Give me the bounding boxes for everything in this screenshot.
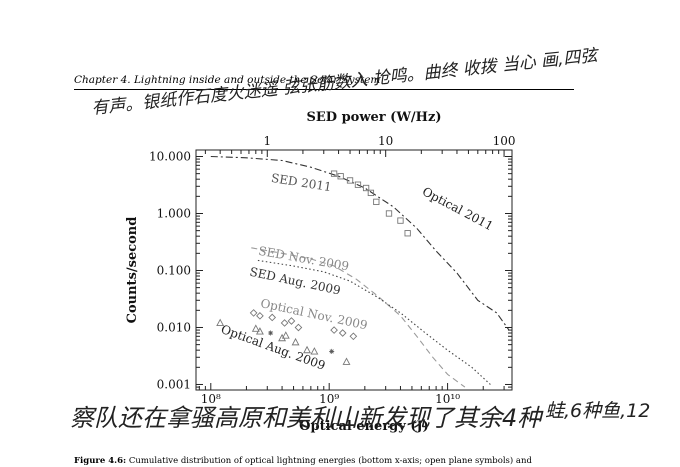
handwriting-line-3: 蛙,6种鱼,12 (545, 400, 651, 422)
header-rule (74, 89, 574, 90)
chapter-number: Chapter 4. (74, 74, 131, 86)
y-tick-label: 0.100 (157, 263, 191, 277)
series-line-sed-aug-2009 (257, 259, 491, 385)
series-label-optical-nov-2009: Optical Nov. 2009 (259, 296, 368, 332)
series-label-sed-2011: SED 2011 (270, 171, 332, 194)
data-point-optical-2011 (397, 217, 404, 224)
data-point-optical-nov-2009 (256, 312, 264, 320)
series-label-optical-2011: Optical 2011 (420, 184, 496, 233)
data-point-extra (329, 348, 335, 354)
data-point-optical-nov-2009 (338, 329, 347, 337)
x-bottom-tick-label: 10⁸ (201, 392, 221, 406)
x-bottom-tick-label: 10⁹ (319, 392, 339, 406)
data-point-optical-aug-2009 (251, 324, 260, 332)
data-point-optical-2011 (346, 177, 354, 184)
data-point-optical-nov-2009 (249, 309, 258, 317)
x-bottom-axis-title: Optical energy (J) (299, 419, 429, 434)
x-top-tick-label: 100 (493, 134, 516, 148)
plot-frame (195, 149, 513, 391)
series-label-optical-aug-2009: Optical Aug. 2009 (219, 322, 327, 373)
figure-caption: Figure 4.6: Cumulative distribution of o… (74, 456, 532, 466)
data-point-optical-nov-2009 (268, 313, 277, 322)
data-point-extra (268, 330, 274, 336)
data-point-optical-aug-2009 (291, 337, 300, 346)
data-point-optical-aug-2009 (310, 347, 319, 355)
data-point-optical-2011 (367, 189, 375, 197)
x-top-axis-title: SED power (W/Hz) (306, 110, 441, 125)
data-point-optical-2011 (404, 230, 411, 237)
data-point-optical-2011 (385, 210, 393, 217)
data-point-optical-nov-2009 (294, 323, 303, 332)
data-point-optical-aug-2009 (255, 327, 264, 335)
series-line-sed-2011 (210, 155, 510, 331)
data-point-optical-nov-2009 (287, 317, 296, 325)
x-bottom-tick-label: 10¹⁰ (435, 392, 460, 406)
data-point-optical-2011 (354, 181, 362, 188)
y-tick-label: 1.000 (157, 206, 191, 220)
y-axis-title: Counts/second (125, 217, 140, 324)
data-point-optical-2011 (362, 184, 370, 192)
data-point-optical-2011 (373, 198, 380, 206)
chapter-title: Lightning inside and outside the Solar S… (133, 74, 381, 86)
data-point-optical-2011 (330, 170, 338, 177)
data-point-optical-aug-2009 (278, 333, 287, 342)
handwriting-line-2: 察队还在拿骚高原和美利山新发现了其余4种 (70, 404, 542, 432)
data-point-optical-aug-2009 (303, 345, 311, 354)
x-top-tick-label: 10 (378, 134, 393, 148)
data-point-optical-2011 (337, 173, 344, 180)
figure-label: Figure 4.6: (74, 456, 127, 466)
x-top-tick-label: 1 (263, 134, 271, 148)
data-point-optical-nov-2009 (349, 332, 358, 341)
data-point-optical-aug-2009 (216, 318, 225, 327)
data-point-optical-aug-2009 (342, 357, 351, 365)
figure-caption-text: Cumulative distribution of optical light… (128, 456, 532, 466)
y-tick-label: 10.000 (149, 149, 191, 163)
data-point-optical-nov-2009 (280, 319, 289, 327)
series-line-sed-nov-2009 (251, 247, 466, 388)
y-tick-label: 0.010 (157, 320, 191, 334)
running-header: Chapter 4. Lightning inside and outside … (74, 74, 380, 86)
data-point-optical-nov-2009 (330, 326, 338, 334)
data-point-optical-aug-2009 (281, 331, 290, 339)
y-tick-label: 0.001 (157, 377, 191, 391)
